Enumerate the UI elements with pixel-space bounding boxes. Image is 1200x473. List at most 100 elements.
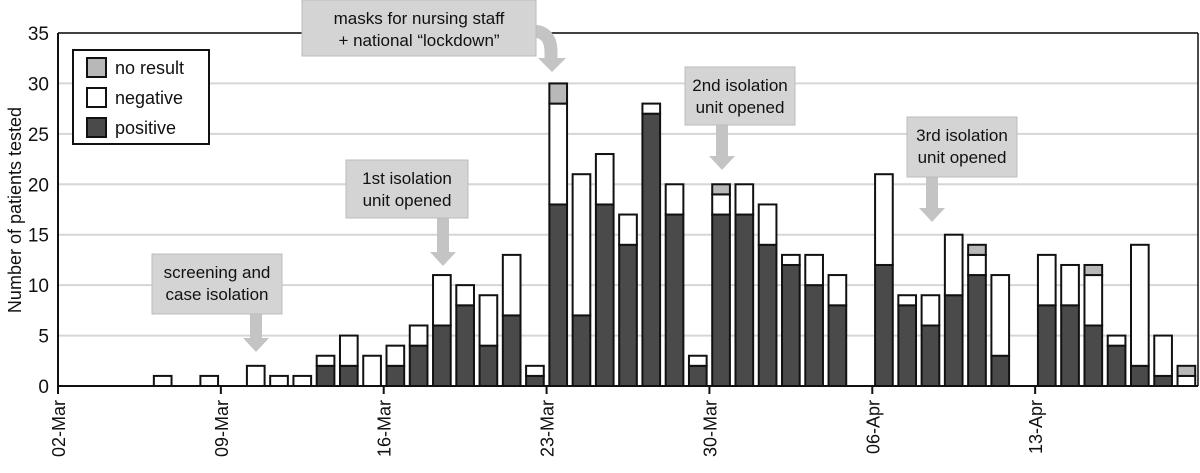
bar-negative-22-Mar [525, 364, 545, 377]
annotation-box [151, 253, 283, 315]
bar-negative-02-Apr [781, 253, 801, 266]
annotation-arrow-shaft [926, 177, 938, 208]
bar-positive-16-Mar [385, 364, 406, 388]
bar-negative-26-Mar [618, 213, 638, 246]
bar-positive-25-Mar [594, 203, 615, 387]
x-tick-label: 13-Apr [1026, 400, 1046, 454]
bar-positive-01-Apr [757, 243, 778, 387]
bar-negative-09-Apr [943, 233, 964, 297]
bar-positive-19-Mar [455, 304, 475, 388]
bar-negative-08-Mar [199, 374, 220, 387]
annotations: screening and case isolation 1st isolation… [151, 0, 1018, 352]
bar-negative-17-Mar [408, 324, 429, 347]
bar-negative-03-Apr [804, 253, 824, 287]
legend-label: negative [115, 88, 183, 108]
annotation-box [301, 0, 537, 57]
annotation-text-line: 1st isolation [362, 169, 452, 188]
bar-positive-17-Mar [408, 344, 429, 387]
bar-positive-07-Apr [897, 304, 918, 388]
annotation-arrow-head-icon [538, 58, 566, 72]
y-tick-labels: 0 5 10 15 20 25 30 35 [28, 24, 49, 398]
y-tick-label: 35 [28, 24, 49, 45]
annotation-text-line: 2nd isolation [692, 76, 787, 95]
annotation-text-line: unit opened [918, 148, 1007, 167]
bar-positive-10-Apr [967, 274, 987, 387]
bar-positive-18-Mar [432, 324, 452, 388]
bar-negative-31-Mar [734, 183, 755, 216]
axes [57, 32, 1199, 394]
bar-positive-08-Apr [920, 324, 941, 388]
bar-negative-18-Apr [1153, 334, 1173, 377]
y-tick-label: 30 [28, 74, 49, 95]
annotation-box [684, 66, 796, 126]
bar-negative-17-Apr [1129, 243, 1150, 367]
bar-negative-28-Mar [664, 183, 685, 216]
annotation-1: screening and case isolation [151, 253, 283, 352]
bar-positive-31-Mar [734, 213, 755, 387]
bar-negative-27-Mar [641, 102, 662, 115]
annotation-3: masks for nursing staff + national “lockd… [301, 0, 566, 72]
bar-positive-04-Apr [827, 304, 848, 388]
bar-positive-13-Mar [315, 364, 336, 388]
bar-no-result-23-Mar [548, 82, 569, 105]
y-tick-label: 15 [28, 226, 49, 247]
annotation-box [906, 116, 1018, 178]
bar-negative-29-Mar [687, 354, 708, 367]
bar-positive-15-Apr [1083, 324, 1104, 388]
bar-negative-08-Apr [920, 294, 941, 327]
bar-negative-16-Apr [1106, 334, 1127, 347]
legend-swatch-negative [86, 87, 107, 108]
bar-positive-03-Apr [804, 284, 824, 387]
x-tick-label: 09-Mar [212, 400, 232, 457]
x-tick-label: 23-Mar [538, 400, 558, 457]
legend-label: no result [115, 58, 184, 78]
annotation-arrow-head-icon [243, 338, 269, 352]
annotation-text-line: + national “lockdown” [338, 31, 499, 50]
bar-positive-17-Apr [1129, 364, 1150, 388]
bar-negative-11-Apr [990, 274, 1011, 357]
bar-positive-18-Apr [1153, 374, 1173, 387]
annotation-4: 2nd isolation unit opened [684, 66, 796, 170]
bar-negative-07-Apr [897, 294, 918, 307]
bar-negative-19-Apr [1176, 374, 1197, 387]
annotation-5: 3rd isolation unit opened [906, 116, 1018, 222]
annotation-box [345, 159, 469, 219]
bar-no-result-15-Apr [1083, 263, 1104, 277]
bar-positive-11-Apr [990, 354, 1011, 388]
bar-positive-13-Apr [1036, 304, 1057, 388]
bar-negative-06-Mar [152, 374, 173, 387]
y-axis-label: Number of patients tested [5, 107, 25, 313]
annotation-arrow-shaft [250, 314, 262, 338]
bar-negative-15-Apr [1083, 274, 1104, 327]
annotation-text-line: unit opened [696, 98, 785, 117]
legend: no result negative positive [72, 49, 210, 145]
bar-positive-29-Mar [687, 364, 708, 388]
x-tick-label: 30-Mar [700, 400, 720, 457]
bar-positive-22-Mar [525, 374, 545, 387]
bar-no-result-30-Mar [711, 183, 731, 196]
annotation-text-line: screening and [164, 263, 271, 282]
x-tick-label: 06-Apr [863, 400, 883, 454]
annotation-text-line: masks for nursing staff [334, 9, 505, 28]
bar-negative-19-Mar [455, 284, 475, 307]
bar-positive-23-Mar [548, 203, 569, 387]
bar-negative-14-Mar [338, 334, 359, 367]
annotation-text-line: case isolation [165, 285, 268, 304]
bar-negative-13-Mar [315, 354, 336, 367]
bar-negative-20-Mar [478, 294, 499, 347]
annotation-text-line: 3rd isolation [916, 126, 1008, 145]
annotation-2: 1st isolation unit opened [345, 159, 469, 266]
bar-positive-28-Mar [664, 213, 685, 387]
bar-negative-30-Mar [711, 193, 731, 216]
bar-positive-09-Apr [943, 294, 964, 388]
x-tick-labels: 02-Mar 09-Mar 16-Mar 23-Mar 30-Mar 06-Apr 13-A… [49, 400, 1046, 457]
bar-positive-20-Mar [478, 344, 499, 387]
bar-negative-12-Mar [292, 374, 313, 387]
annotation-arrow-head-icon [919, 208, 945, 222]
bar-negative-15-Mar [362, 354, 382, 388]
bar-positive-14-Mar [338, 364, 359, 388]
bars [152, 82, 1197, 388]
bar-positive-16-Apr [1106, 344, 1127, 387]
bar-negative-21-Mar [501, 253, 522, 317]
